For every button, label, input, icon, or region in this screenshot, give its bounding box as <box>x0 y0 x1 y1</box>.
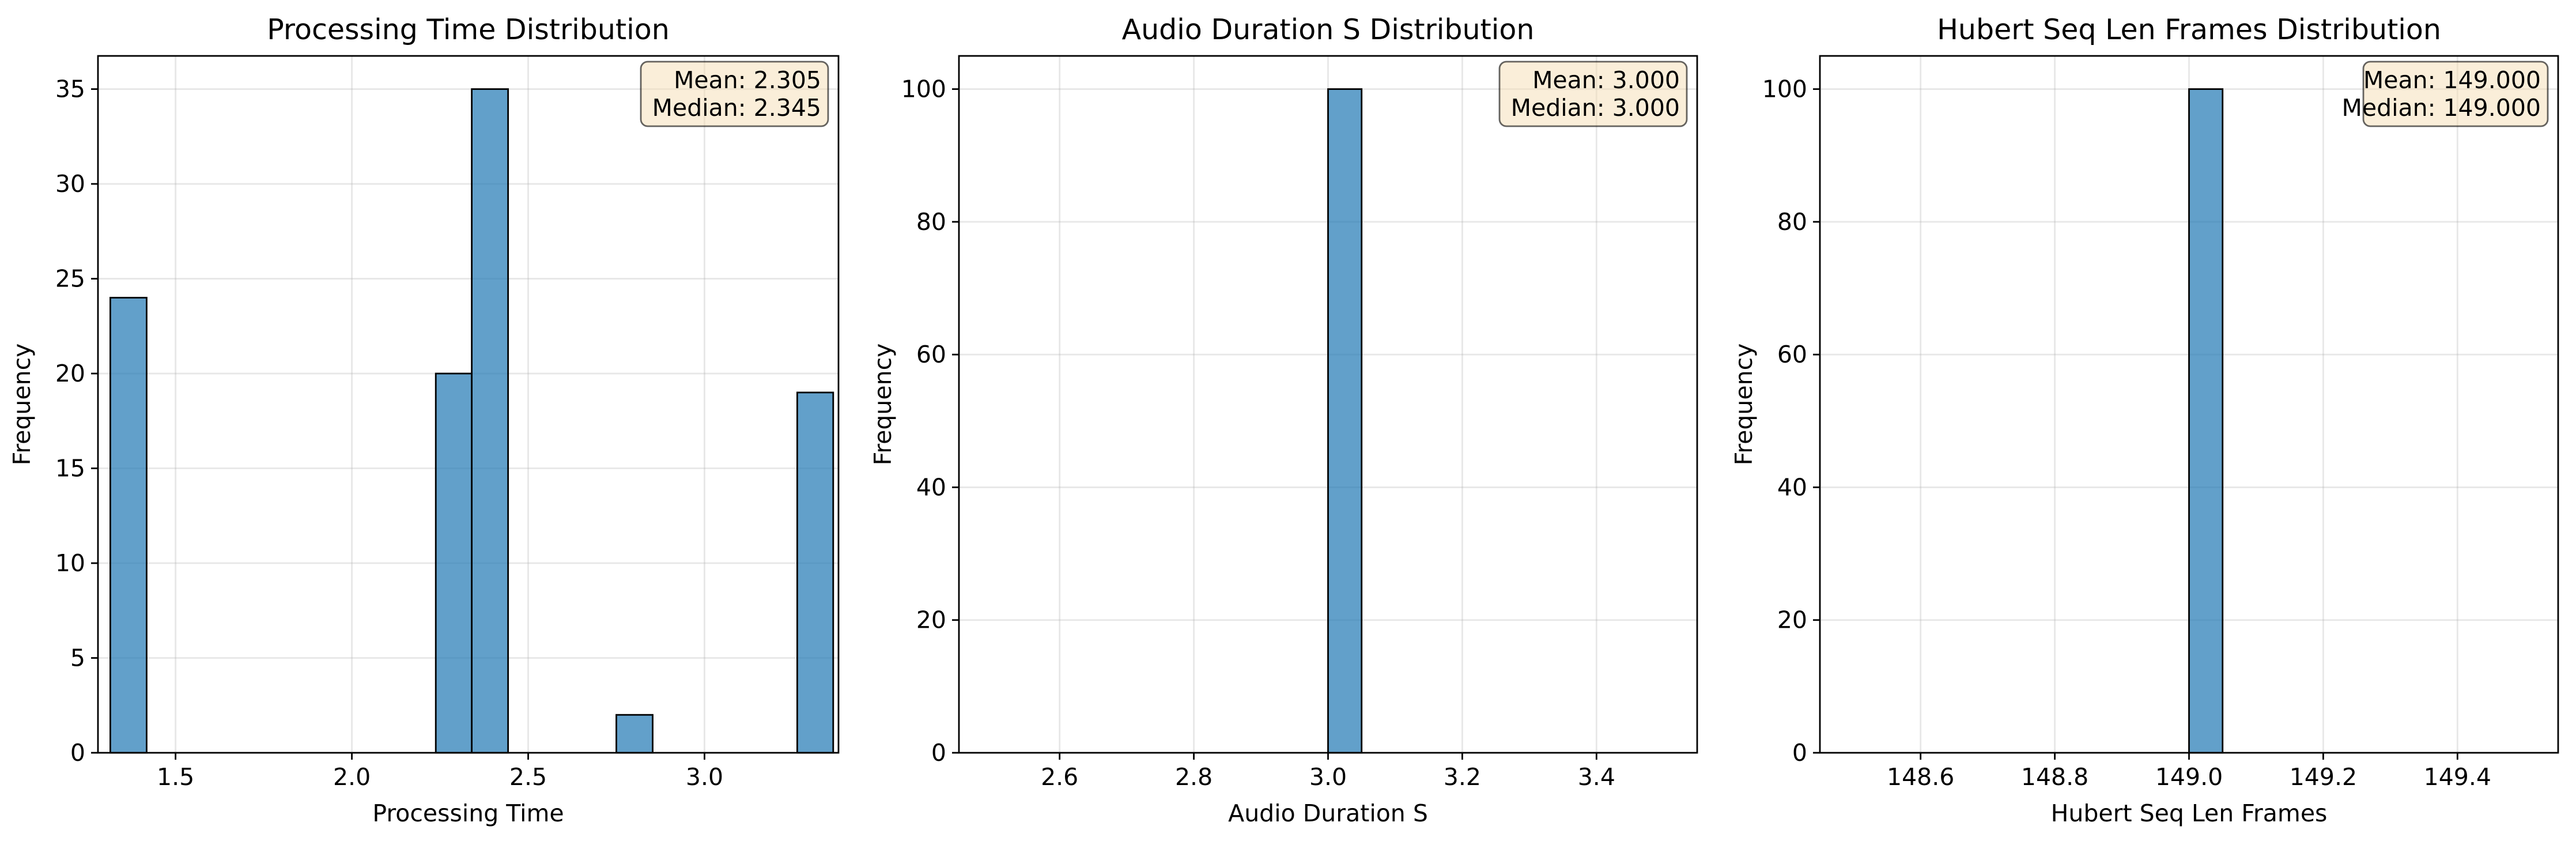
x-tick-label: 148.8 <box>2021 763 2088 791</box>
y-tick-label: 60 <box>916 341 946 368</box>
mean-annotation: Mean: 2.305 <box>674 66 821 94</box>
histogram-bar <box>1327 88 1363 754</box>
y-tick-label: 10 <box>55 549 85 577</box>
chart-title: Hubert Seq Len Frames Distribution <box>1937 13 2441 46</box>
y-tick-label: 100 <box>1762 76 1807 103</box>
y-tick-label: 0 <box>1792 739 1807 767</box>
mean-annotation: Mean: 3.000 <box>1532 66 1680 94</box>
histogram-bar <box>796 391 834 754</box>
x-axis-label: Audio Duration S <box>1228 799 1428 827</box>
histogram-bar <box>471 88 509 754</box>
y-tick-label: 35 <box>55 76 85 103</box>
y-tick-label: 40 <box>1777 473 1807 501</box>
y-tick-label: 20 <box>916 606 946 634</box>
x-tick-label: 2.8 <box>1175 763 1213 791</box>
median-annotation: Median: 149.000 <box>2341 94 2541 122</box>
y-tick-label: 30 <box>55 170 85 198</box>
x-axis-label: Hubert Seq Len Frames <box>2051 799 2328 827</box>
x-tick-label: 2.0 <box>333 763 371 791</box>
y-tick-label: 20 <box>1777 606 1807 634</box>
x-tick-label: 148.6 <box>1887 763 1954 791</box>
y-axis-label: Frequency <box>869 344 897 466</box>
x-tick-label: 3.2 <box>1444 763 1481 791</box>
x-tick-label: 149.0 <box>2155 763 2223 791</box>
y-tick-label: 0 <box>931 739 946 767</box>
x-tick-label: 3.4 <box>1578 763 1615 791</box>
chart-panel-1: 1.5 2.0 2.5 3.0 0 5 10 15 20 25 30 35 Processing Tim… <box>8 13 840 827</box>
histogram-bar <box>2188 88 2224 754</box>
median-annotation: Median: 2.345 <box>652 94 821 122</box>
chart-title: Processing Time Distribution <box>267 13 670 46</box>
x-tick-label: 3.0 <box>1309 763 1347 791</box>
y-tick-label: 60 <box>1777 341 1807 368</box>
histogram-bar <box>435 372 473 754</box>
y-axis-label: Frequency <box>1730 344 1758 466</box>
y-axis-label: Frequency <box>8 344 36 466</box>
histogram-bar <box>109 297 148 754</box>
mean-annotation: Mean: 149.000 <box>2363 66 2541 94</box>
x-tick-label: 149.2 <box>2290 763 2357 791</box>
y-tick-label: 100 <box>901 76 946 103</box>
median-annotation: Median: 3.000 <box>1511 94 1680 122</box>
stats-box <box>1498 61 1688 127</box>
stats-box <box>2362 61 2549 127</box>
chart-panel-3: 148.6 148.8 149.0 149.2 149.4 0 20 40 60 80 100 Hub… <box>1730 13 2559 827</box>
chart-title: Audio Duration S Distribution <box>1122 13 1535 46</box>
y-tick-label: 80 <box>1777 208 1807 236</box>
y-tick-label: 25 <box>55 265 85 293</box>
chart-panel-2: 2.6 2.8 3.0 3.2 3.4 0 20 40 60 80 100 Audio Duratio… <box>869 13 1698 827</box>
x-tick-label: 2.6 <box>1041 763 1078 791</box>
axes-frame <box>97 55 840 754</box>
x-tick-label: 149.4 <box>2424 763 2491 791</box>
y-tick-label: 80 <box>916 208 946 236</box>
x-tick-label: 2.5 <box>509 763 547 791</box>
stats-box <box>640 61 829 127</box>
y-tick-label: 20 <box>55 360 85 387</box>
x-axis-label: Processing Time <box>372 799 564 827</box>
x-tick-label: 1.5 <box>157 763 194 791</box>
y-tick-label: 0 <box>70 739 85 767</box>
y-tick-label: 15 <box>55 455 85 482</box>
y-tick-label: 40 <box>916 473 946 501</box>
x-tick-label: 3.0 <box>686 763 723 791</box>
histogram-bar <box>615 714 654 754</box>
y-tick-label: 5 <box>70 644 85 672</box>
